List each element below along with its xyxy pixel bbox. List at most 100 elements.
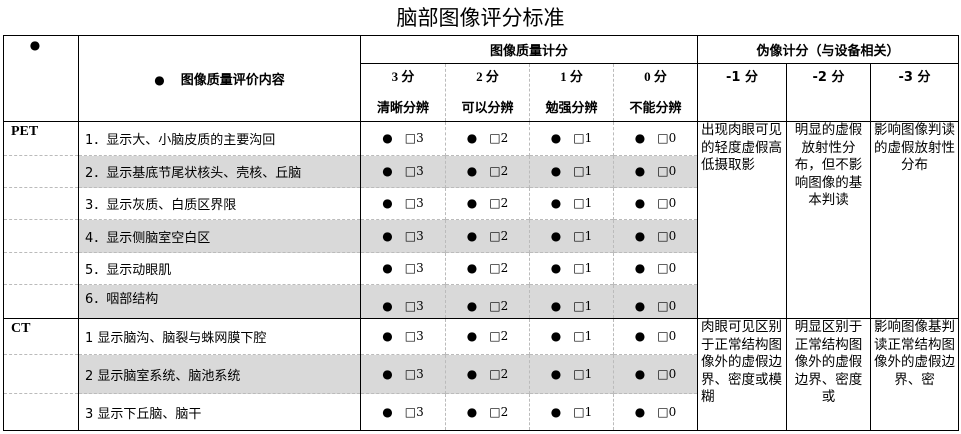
radio-bullet-icon[interactable]: ● bbox=[550, 261, 562, 275]
radio-bullet-icon[interactable]: ● bbox=[466, 366, 478, 381]
score-checkbox[interactable]: □1 bbox=[573, 261, 593, 275]
score-checkbox[interactable]: □0 bbox=[657, 404, 677, 419]
score-option[interactable]: ● □0 bbox=[612, 354, 699, 394]
radio-bullet-icon[interactable]: ● bbox=[382, 196, 393, 210]
score-checkbox[interactable]: □3 bbox=[404, 164, 424, 178]
score-checkbox[interactable]: □1 bbox=[573, 299, 593, 313]
radio-bullet-icon[interactable]: ● bbox=[466, 164, 478, 178]
radio-bullet-icon[interactable]: ● bbox=[550, 366, 562, 381]
score-option[interactable]: ● □2 bbox=[445, 318, 530, 355]
score-checkbox[interactable]: □3 bbox=[404, 131, 424, 145]
score-option[interactable]: ● □3 bbox=[360, 121, 446, 156]
score-checkbox[interactable]: □1 bbox=[573, 404, 593, 419]
score-checkbox[interactable]: □0 bbox=[657, 131, 677, 145]
score-option[interactable]: ● □3 bbox=[360, 219, 446, 253]
score-checkbox[interactable]: □0 bbox=[657, 366, 677, 381]
score-checkbox[interactable]: □1 bbox=[573, 329, 593, 343]
score-checkbox[interactable]: □1 bbox=[573, 131, 593, 145]
score-option[interactable]: ● □3 bbox=[360, 252, 446, 285]
radio-bullet-icon[interactable]: ● bbox=[550, 404, 562, 419]
radio-bullet-icon[interactable]: ● bbox=[382, 261, 393, 275]
radio-bullet-icon[interactable]: ● bbox=[550, 299, 562, 313]
score-option[interactable]: ● □2 bbox=[445, 252, 530, 285]
radio-bullet-icon[interactable]: ● bbox=[634, 164, 646, 178]
score-checkbox[interactable]: □3 bbox=[404, 329, 424, 343]
score-checkbox[interactable]: □3 bbox=[404, 299, 424, 313]
score-option[interactable]: ● □1 bbox=[529, 219, 614, 253]
radio-bullet-icon[interactable]: ● bbox=[382, 299, 393, 313]
score-option[interactable]: ● □2 bbox=[445, 284, 530, 319]
score-checkbox[interactable]: □2 bbox=[489, 164, 509, 178]
radio-bullet-icon[interactable]: ● bbox=[466, 299, 478, 313]
radio-bullet-icon[interactable]: ● bbox=[634, 196, 646, 210]
radio-bullet-icon[interactable]: ● bbox=[550, 228, 562, 243]
score-option[interactable]: ● □1 bbox=[529, 284, 614, 319]
score-checkbox[interactable]: □2 bbox=[489, 299, 509, 313]
radio-bullet-icon[interactable]: ● bbox=[634, 366, 646, 381]
score-option[interactable]: ● □1 bbox=[529, 318, 614, 355]
score-checkbox[interactable]: □3 bbox=[404, 228, 424, 243]
radio-bullet-icon[interactable]: ● bbox=[466, 196, 478, 210]
radio-bullet-icon[interactable]: ● bbox=[382, 131, 393, 145]
score-checkbox[interactable]: □3 bbox=[404, 366, 424, 381]
score-checkbox[interactable]: □1 bbox=[573, 164, 593, 178]
score-option[interactable]: ● □0 bbox=[612, 252, 699, 285]
radio-bullet-icon[interactable]: ● bbox=[382, 164, 393, 178]
score-option[interactable]: ● □3 bbox=[360, 354, 446, 394]
score-option[interactable]: ● □2 bbox=[445, 219, 530, 253]
score-checkbox[interactable]: □2 bbox=[489, 196, 509, 210]
score-option[interactable]: ● □1 bbox=[529, 393, 614, 431]
score-option[interactable]: ● □0 bbox=[612, 219, 699, 253]
score-option[interactable]: ● □1 bbox=[529, 187, 614, 220]
score-checkbox[interactable]: □2 bbox=[489, 366, 509, 381]
score-option[interactable]: ● □2 bbox=[445, 187, 530, 220]
radio-bullet-icon[interactable]: ● bbox=[634, 228, 646, 243]
radio-bullet-icon[interactable]: ● bbox=[634, 404, 646, 419]
score-option[interactable]: ● □3 bbox=[360, 284, 446, 319]
score-checkbox[interactable]: □3 bbox=[404, 261, 424, 275]
score-checkbox[interactable]: □1 bbox=[573, 196, 593, 210]
score-option[interactable]: ● □0 bbox=[612, 284, 699, 319]
score-checkbox[interactable]: □0 bbox=[657, 299, 677, 313]
score-option[interactable]: ● □2 bbox=[445, 393, 530, 431]
radio-bullet-icon[interactable]: ● bbox=[634, 261, 646, 275]
radio-bullet-icon[interactable]: ● bbox=[466, 228, 478, 243]
score-option[interactable]: ● □3 bbox=[360, 155, 446, 188]
score-checkbox[interactable]: □3 bbox=[404, 404, 424, 419]
score-option[interactable]: ● □0 bbox=[612, 187, 699, 220]
radio-bullet-icon[interactable]: ● bbox=[634, 329, 646, 343]
score-checkbox[interactable]: □0 bbox=[657, 228, 677, 243]
radio-bullet-icon[interactable]: ● bbox=[550, 329, 562, 343]
radio-bullet-icon[interactable]: ● bbox=[550, 196, 562, 210]
radio-bullet-icon[interactable]: ● bbox=[382, 329, 393, 343]
score-option[interactable]: ● □2 bbox=[445, 354, 530, 394]
score-checkbox[interactable]: □2 bbox=[489, 329, 509, 343]
radio-bullet-icon[interactable]: ● bbox=[466, 329, 478, 343]
radio-bullet-icon[interactable]: ● bbox=[634, 299, 646, 313]
score-option[interactable]: ● □0 bbox=[612, 393, 699, 431]
score-option[interactable]: ● □1 bbox=[529, 155, 614, 188]
score-option[interactable]: ● □2 bbox=[445, 155, 530, 188]
radio-bullet-icon[interactable]: ● bbox=[382, 404, 393, 419]
radio-bullet-icon[interactable]: ● bbox=[466, 131, 478, 145]
radio-bullet-icon[interactable]: ● bbox=[550, 131, 562, 145]
radio-bullet-icon[interactable]: ● bbox=[466, 404, 478, 419]
score-option[interactable]: ● □0 bbox=[612, 155, 699, 188]
score-checkbox[interactable]: □3 bbox=[404, 196, 424, 210]
score-option[interactable]: ● □0 bbox=[612, 318, 699, 355]
score-checkbox[interactable]: □0 bbox=[657, 196, 677, 210]
radio-bullet-icon[interactable]: ● bbox=[382, 366, 393, 381]
score-option[interactable]: ● □3 bbox=[360, 318, 446, 355]
radio-bullet-icon[interactable]: ● bbox=[634, 131, 646, 145]
score-checkbox[interactable]: □2 bbox=[489, 261, 509, 275]
score-checkbox[interactable]: □0 bbox=[657, 261, 677, 275]
radio-bullet-icon[interactable]: ● bbox=[550, 164, 562, 178]
score-checkbox[interactable]: □2 bbox=[489, 131, 509, 145]
score-checkbox[interactable]: □2 bbox=[489, 404, 509, 419]
score-checkbox[interactable]: □0 bbox=[657, 164, 677, 178]
radio-bullet-icon[interactable]: ● bbox=[466, 261, 478, 275]
score-option[interactable]: ● □1 bbox=[529, 354, 614, 394]
score-checkbox[interactable]: □2 bbox=[489, 228, 509, 243]
score-option[interactable]: ● □1 bbox=[529, 252, 614, 285]
score-option[interactable]: ● □0 bbox=[612, 121, 699, 156]
